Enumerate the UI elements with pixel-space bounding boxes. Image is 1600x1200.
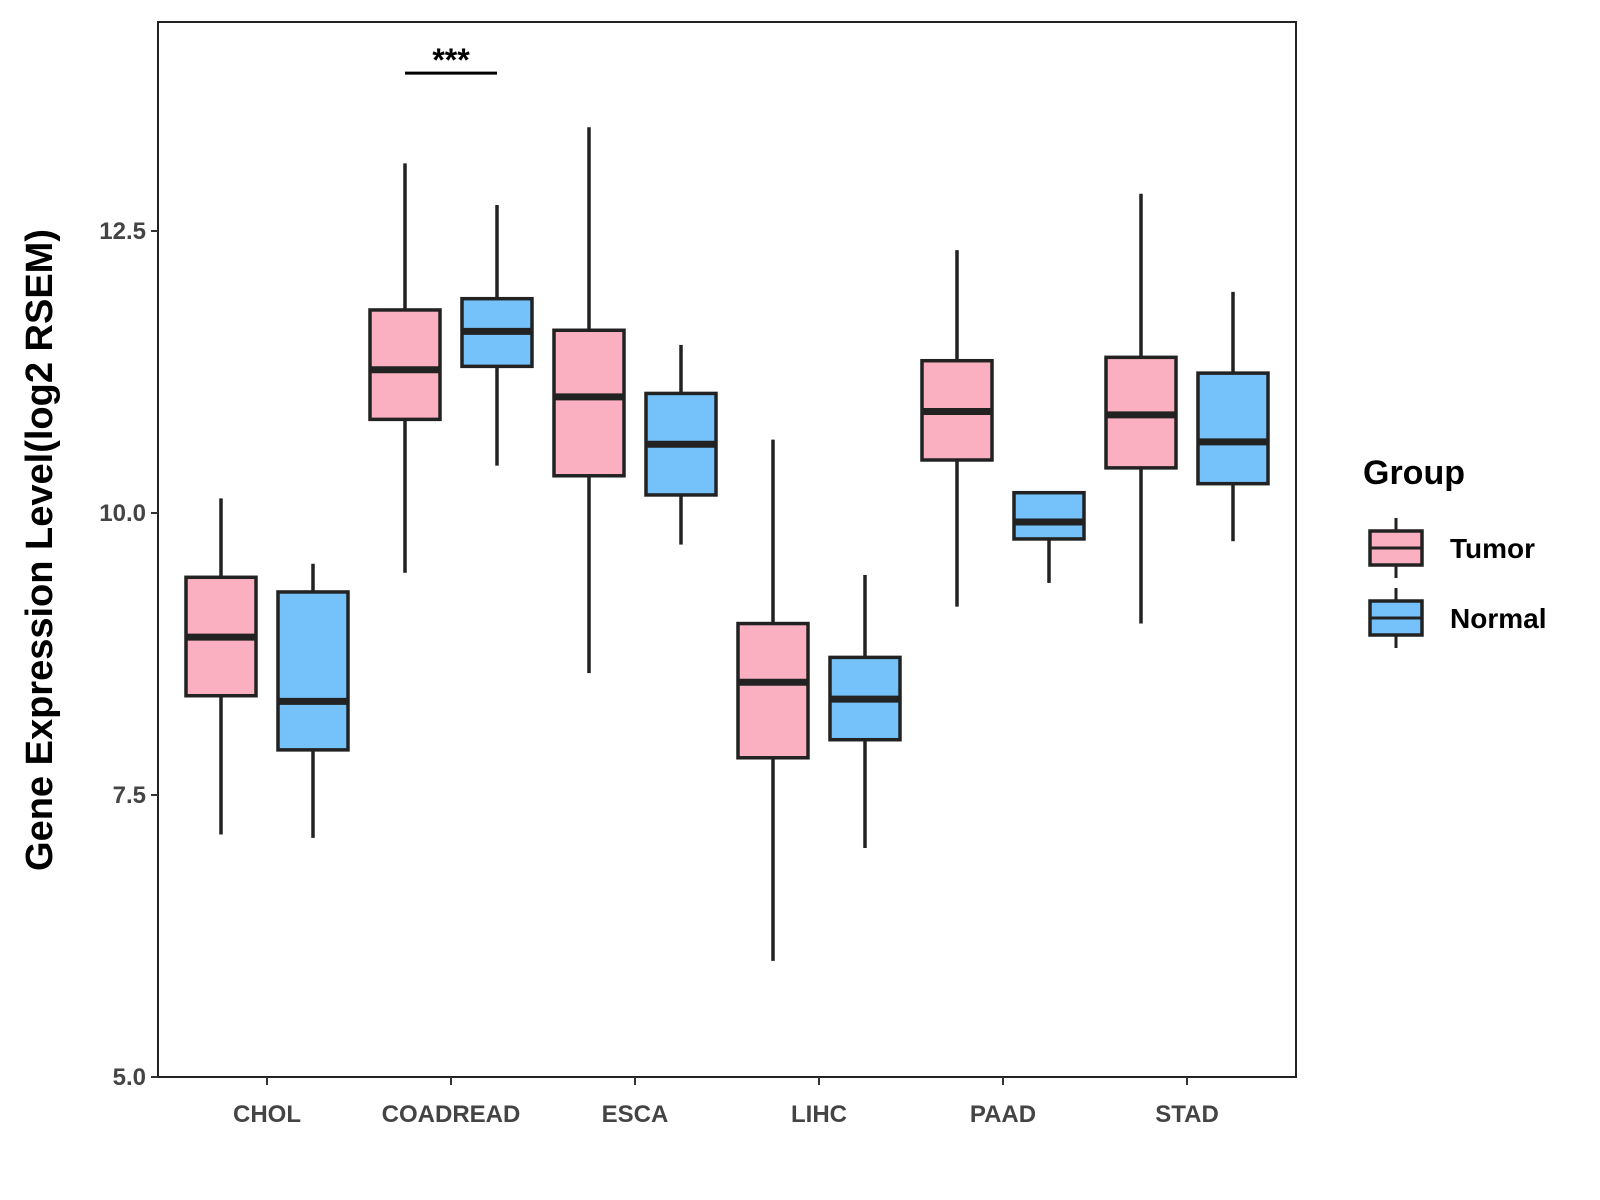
tumor-box-chol — [184, 498, 258, 835]
legend-label: Normal — [1450, 603, 1546, 634]
tumor-box-stad — [1104, 193, 1178, 624]
normal-box-paad — [1012, 490, 1086, 583]
y-axis: 5.0 7.5 10.0 12.5 — [99, 218, 158, 1091]
y-tick-label: 10.0 — [99, 500, 146, 527]
normal-box-esca — [644, 344, 718, 545]
plot-panel — [157, 21, 1297, 1078]
box-iqr — [368, 308, 442, 422]
normal-box-stad — [1196, 291, 1270, 542]
x-tick-label: LIHC — [791, 1101, 847, 1128]
x-tick-label: STAD — [1155, 1101, 1219, 1128]
y-tick-label: 5.0 — [113, 1064, 146, 1091]
significance-label: *** — [432, 42, 470, 78]
tumor-box-paad — [920, 250, 994, 607]
x-tick-label: CHOL — [233, 1101, 301, 1128]
normal-box-lihc — [828, 575, 902, 849]
normal-box-coadread — [460, 205, 534, 466]
box-iqr — [552, 328, 626, 478]
y-tick-label: 7.5 — [113, 782, 146, 809]
legend-label: Tumor — [1450, 533, 1535, 564]
x-tick-label: COADREAD — [382, 1101, 521, 1128]
normal-box-chol — [276, 563, 350, 838]
legend-item-normal: Normal — [1368, 588, 1546, 648]
annotations-layer: *** — [405, 42, 497, 78]
tumor-box-esca — [552, 127, 626, 674]
tumor-box-coadread — [368, 163, 442, 573]
box-iqr — [1012, 490, 1086, 541]
legend: Tumor Normal — [1368, 518, 1546, 648]
y-tick-label: 12.5 — [99, 218, 146, 245]
y-axis-title: Gene Expression Level(log2 RSEM) — [19, 229, 61, 871]
tumor-box-lihc — [736, 439, 810, 961]
boxes-layer — [184, 127, 1270, 961]
x-tick-label: PAAD — [970, 1101, 1036, 1128]
x-axis: CHOL COADREAD ESCA LIHC PAAD STAD — [233, 1077, 1219, 1128]
legend-title: Group — [1363, 454, 1465, 492]
x-tick-label: ESCA — [602, 1101, 669, 1128]
box-iqr — [276, 590, 350, 752]
box-iqr — [736, 621, 810, 760]
legend-item-tumor: Tumor — [1368, 518, 1535, 578]
box-iqr — [1196, 371, 1270, 486]
